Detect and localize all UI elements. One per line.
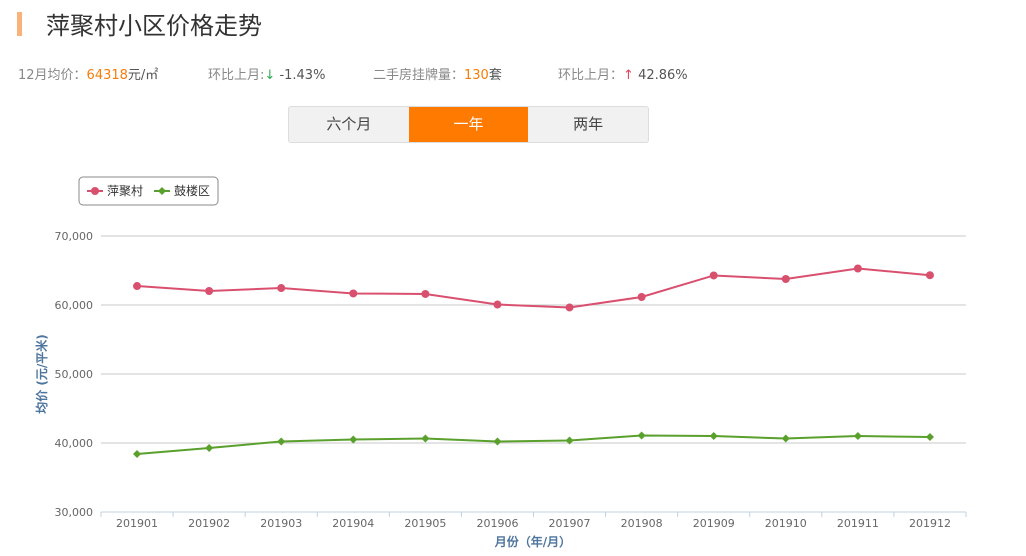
mom2-label: 环比上月：: [558, 68, 624, 83]
x-tick-label: 201910: [765, 517, 807, 530]
data-point: [565, 303, 574, 312]
series-line: [136, 434, 930, 455]
data-point: [277, 437, 286, 446]
data-point: [349, 289, 358, 298]
tab-two-years[interactable]: 两年: [573, 115, 604, 133]
legend-label: 鼓楼区: [174, 183, 210, 198]
data-point: [421, 434, 430, 443]
x-axis-title: 月份（年/月）: [494, 534, 571, 549]
x-tick-label: 201901: [116, 517, 158, 530]
up-arrow-icon: ↑: [623, 68, 634, 83]
data-point: [205, 443, 214, 452]
x-tick-label: 201909: [693, 517, 735, 530]
data-point: [925, 432, 934, 441]
legend-box: [78, 176, 219, 206]
x-tick-label: 201906: [476, 517, 518, 530]
x-tick-label: 201904: [332, 517, 374, 530]
x-tick-label: 201912: [909, 517, 951, 530]
x-tick-label: 201905: [404, 517, 446, 530]
data-point: [709, 271, 718, 280]
down-arrow-icon: ↓: [264, 68, 276, 83]
data-point: [277, 284, 286, 293]
data-point: [925, 271, 934, 280]
y-tick-label: 70,000: [55, 230, 94, 243]
data-point: [205, 286, 214, 295]
stats-row: 12月均价：64318元/㎡ 环比上月:↓ -1.43% 二手房挂牌量：130套 环比…: [18, 64, 688, 83]
y-tick-label: 50,000: [55, 368, 94, 381]
data-point: [709, 432, 718, 441]
x-tick-label: 201902: [188, 517, 230, 530]
avg-unit: 元/㎡: [127, 68, 159, 83]
x-tick-label: 201908: [621, 517, 663, 530]
y-tick-label: 30,000: [55, 506, 94, 519]
data-point: [781, 274, 790, 283]
x-tick-label: 201911: [837, 517, 879, 530]
data-point: [853, 264, 862, 273]
data-point: [637, 431, 646, 440]
series-line: [136, 267, 931, 309]
data-point: [421, 289, 430, 298]
y-tick-label: 60,000: [55, 299, 94, 312]
x-tick-label: 201903: [260, 517, 302, 530]
tab-one-year[interactable]: 一年: [408, 107, 529, 142]
listing-value: 130: [464, 68, 489, 83]
y-axis-title: 均价 (元/平米): [34, 334, 49, 414]
page-title: 萍聚村小区价格走势: [46, 12, 262, 40]
listing-label: 二手房挂牌量：: [373, 68, 465, 83]
data-point: [637, 292, 646, 301]
avg-value: 64318: [86, 68, 128, 83]
legend-marker: [91, 187, 99, 195]
tab-six-months[interactable]: 六个月: [326, 115, 372, 133]
mom2-value: 42.86%: [638, 68, 688, 83]
avg-label: 12月均价：: [18, 68, 87, 83]
legend-marker: [158, 187, 166, 195]
listing-unit: 套: [488, 68, 502, 83]
data-point: [493, 437, 502, 446]
data-point: [853, 432, 862, 441]
data-point: [133, 449, 142, 458]
title-accent-bar: [17, 12, 22, 36]
period-tabs: 六个月 一年 两年: [288, 106, 649, 143]
legend-label: 萍聚村: [107, 184, 143, 198]
data-point: [349, 435, 358, 444]
data-point: [781, 434, 790, 443]
x-tick-label: 201907: [549, 517, 591, 530]
y-tick-label: 40,000: [55, 437, 94, 450]
mom-value: -1.43%: [279, 68, 326, 83]
data-point: [565, 436, 574, 445]
data-point: [133, 282, 142, 291]
mom-label: 环比上月:: [208, 68, 265, 83]
data-point: [493, 300, 502, 309]
